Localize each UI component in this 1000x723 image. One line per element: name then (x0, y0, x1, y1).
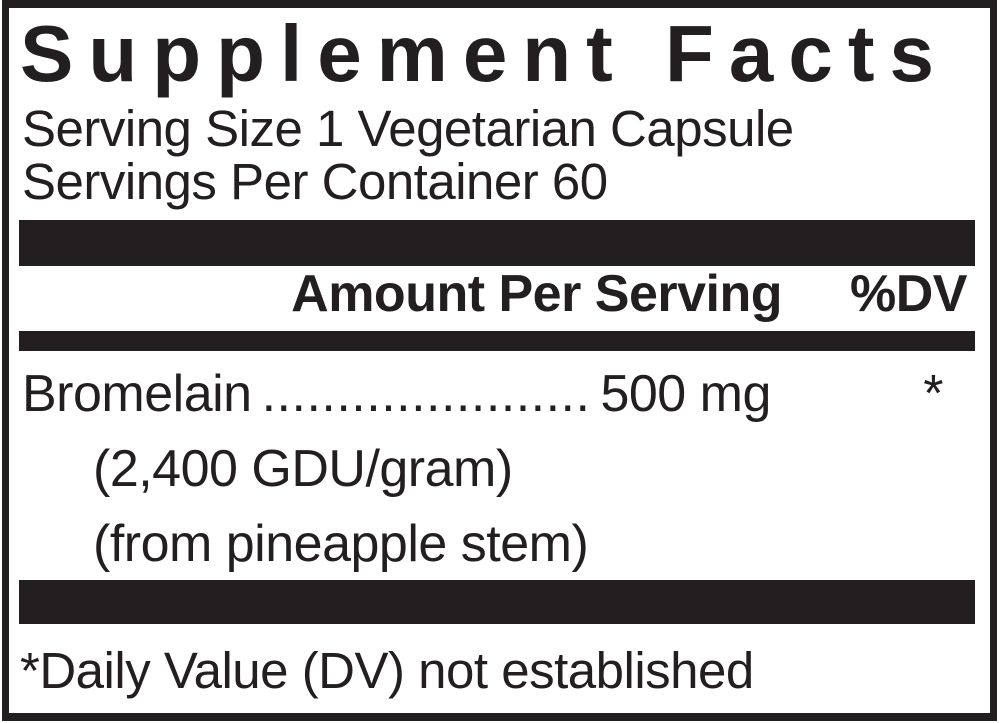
ingredient-detail-gdu: (2,400 GDU/gram) (93, 440, 513, 498)
dot-leader: ...................... (261, 365, 591, 423)
panel-title: Supplement Facts (20, 9, 950, 98)
ingredient-detail-source: (from pineapple stem) (93, 515, 589, 573)
servings-per-container-text: Servings Per Container 60 (22, 153, 608, 210)
ingredient-name: Bromelain (22, 365, 252, 423)
percent-dv-header: %DV (850, 265, 967, 323)
column-header-row: Amount Per Serving %DV (20, 268, 967, 321)
serving-info-block: Serving Size 1 Vegetarian Capsule Servin… (22, 102, 794, 208)
divider-bar-thin (19, 331, 975, 351)
ingredient-amount: 500 mg (600, 365, 771, 423)
ingredient-row: Bromelain ...................... 500 mg … (22, 367, 943, 421)
ingredient-dv-asterisk: * (923, 365, 943, 423)
serving-size-text: Serving Size 1 Vegetarian Capsule (22, 100, 794, 157)
divider-bar-thick-bottom (19, 580, 975, 624)
amount-per-serving-header: Amount Per Serving (291, 265, 783, 323)
divider-bar-thick-top (19, 220, 975, 266)
daily-value-footnote: *Daily Value (DV) not established (20, 642, 754, 699)
